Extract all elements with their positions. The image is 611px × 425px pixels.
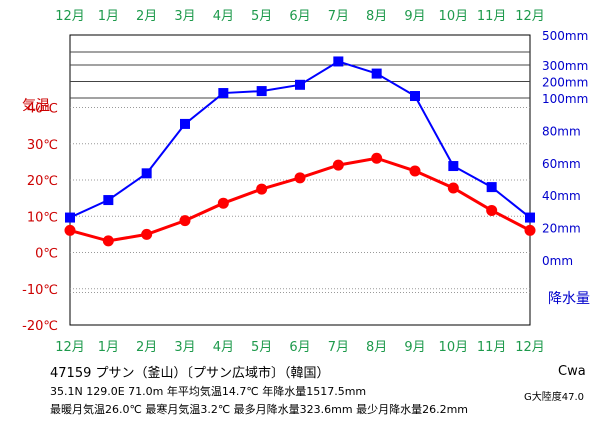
precipitation-point xyxy=(525,212,535,223)
temperature-axis-title: 気温 xyxy=(22,98,50,114)
precipitation-tick-label: 200mm xyxy=(542,76,588,90)
temperature-point xyxy=(256,183,268,195)
temperature-tick-label: -20℃ xyxy=(22,319,58,334)
month-label-top: 9月 xyxy=(404,9,425,24)
temperature-point xyxy=(524,224,536,236)
month-label-bottom: 2月 xyxy=(136,340,157,355)
precipitation-tick-label: 80mm xyxy=(542,124,581,138)
series-layer xyxy=(64,56,536,247)
month-label-top: 12月 xyxy=(515,9,545,24)
temperature-point xyxy=(179,215,191,227)
month-label-bottom: 7月 xyxy=(328,340,349,355)
month-label-bottom: 11月 xyxy=(477,340,507,355)
temperature-point xyxy=(332,159,344,171)
precipitation-point xyxy=(218,88,229,99)
month-label-top: 7月 xyxy=(328,9,349,24)
temperature-tick-label: 20℃ xyxy=(27,174,58,189)
temperature-point xyxy=(371,152,383,164)
station-extremes: 最暖月気温26.0℃ 最寒月気温3.2℃ 最多月降水量323.6mm 最少月降水… xyxy=(50,403,469,416)
temperature-tick-label: -10℃ xyxy=(22,283,58,298)
temperature-point xyxy=(64,224,76,236)
temperature-point xyxy=(294,172,306,184)
month-label-bottom: 3月 xyxy=(174,340,195,355)
month-label-top: 6月 xyxy=(289,9,310,24)
precipitation-point xyxy=(410,91,420,102)
temperature-tick-label: 40℃ xyxy=(27,102,58,117)
month-label-bottom: 6月 xyxy=(289,340,310,355)
precipitation-point xyxy=(295,79,305,90)
precipitation-point xyxy=(103,195,114,206)
month-label-top: 10月 xyxy=(439,9,469,24)
precipitation-point xyxy=(256,86,267,97)
month-label-bottom: 4月 xyxy=(213,340,234,355)
climate-class: Cwa xyxy=(558,364,586,379)
temperature-point xyxy=(102,235,114,247)
temperature-tick-label: 30℃ xyxy=(27,138,58,153)
precipitation-point xyxy=(141,168,152,179)
temperature-point xyxy=(217,197,229,209)
precipitation-point xyxy=(180,118,190,129)
month-label-bottom: 1月 xyxy=(98,340,119,355)
top-month-labels: 12月 1月 2月 3月 4月 5月 6月 7月 8月 9月 10月 11月 12月 xyxy=(55,9,545,24)
month-label-bottom: 9月 xyxy=(404,340,425,355)
precipitation-axis-title: 降水量 xyxy=(548,291,590,307)
grid xyxy=(69,34,531,326)
month-label-bottom: 5月 xyxy=(251,340,272,355)
month-label-top: 12月 xyxy=(55,9,85,24)
precipitation-tick-label: 500mm xyxy=(542,29,588,43)
temperature-point xyxy=(447,182,459,194)
month-label-bottom: 12月 xyxy=(515,340,545,355)
temperature-tick-label: 10℃ xyxy=(27,210,58,225)
precipitation-point xyxy=(65,212,75,223)
precipitation-tick-label: 20mm xyxy=(542,222,581,236)
month-label-top: 5月 xyxy=(251,9,272,24)
precipitation-point xyxy=(448,161,459,172)
continentality-index: G大陸度47.0 xyxy=(524,392,585,403)
month-label-top: 8月 xyxy=(366,9,387,24)
temperature-point xyxy=(409,165,421,177)
temperature-axis-ticks: 40℃ 30℃ 20℃ 10℃ 0℃ -10℃ -20℃ xyxy=(22,102,58,335)
temperature-tick-label: 0℃ xyxy=(35,247,58,262)
bottom-month-labels: 12月 1月 2月 3月 4月 5月 6月 7月 8月 9月 10月 11月 12月 xyxy=(55,340,545,355)
precipitation-tick-label: 40mm xyxy=(542,189,581,203)
month-label-top: 3月 xyxy=(174,9,195,24)
station-summary: 35.1N 129.0E 71.0m 年平均気温14.7℃ 年降水量1517.5… xyxy=(50,385,367,398)
precipitation-point xyxy=(333,56,344,67)
month-label-bottom: 10月 xyxy=(439,340,469,355)
climate-chart: 12月 1月 2月 3月 4月 5月 6月 7月 8月 9月 10月 11月 12月 12月 1月 2月 3月… xyxy=(22,9,590,355)
precipitation-point xyxy=(486,182,497,193)
precipitation-point xyxy=(371,68,382,79)
month-label-top: 1月 xyxy=(98,9,119,24)
temperature-point xyxy=(486,204,498,216)
month-label-top: 4月 xyxy=(213,9,234,24)
month-label-top: 11月 xyxy=(477,9,507,24)
month-label-bottom: 8月 xyxy=(366,340,387,355)
precipitation-axis-ticks: 500mm 300mm 200mm 100mm 80mm 60mm 40mm 20mm 0mm xyxy=(542,29,588,268)
precipitation-tick-label: 300mm xyxy=(542,59,588,73)
precipitation-tick-label: 0mm xyxy=(542,254,573,268)
month-label-top: 2月 xyxy=(136,9,157,24)
temperature-point xyxy=(141,228,153,240)
station-title: 47159 プサン（釜山）〔プサン広域市〕（韓国） xyxy=(50,366,330,381)
precipitation-tick-label: 100mm xyxy=(542,92,588,106)
precipitation-tick-label: 60mm xyxy=(542,157,581,171)
month-label-bottom: 12月 xyxy=(55,340,85,355)
